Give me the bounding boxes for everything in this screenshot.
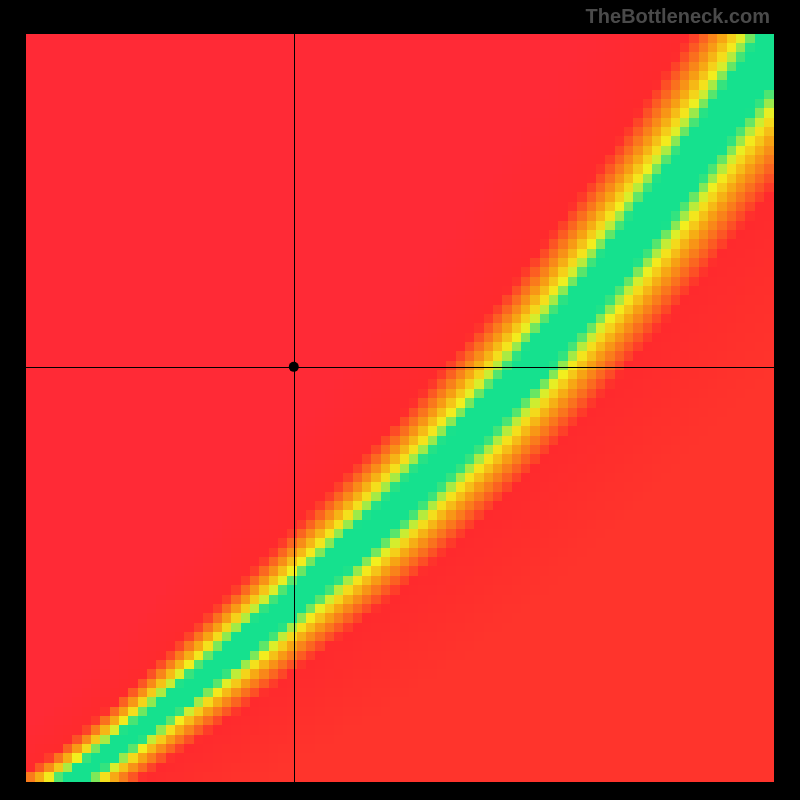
app-root: TheBottleneck.com [0, 0, 800, 800]
heatmap-canvas [26, 34, 774, 782]
heatmap-chart [26, 34, 774, 782]
watermark-text: TheBottleneck.com [586, 6, 770, 29]
